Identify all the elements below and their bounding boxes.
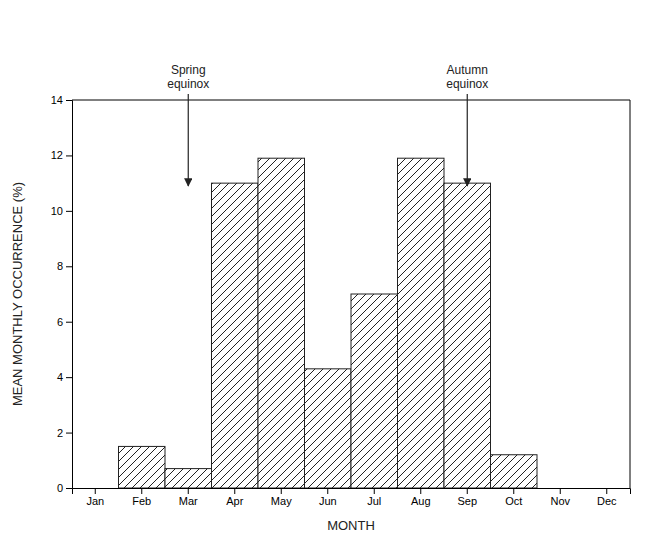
x-tick-mark — [420, 488, 421, 494]
x-tick-mark — [560, 488, 561, 494]
y-tick: 2 — [57, 427, 72, 439]
x-tick-mark — [467, 488, 468, 494]
y-tick-label: 0 — [57, 482, 63, 494]
bar — [351, 294, 398, 488]
x-tick-label: Feb — [132, 495, 151, 507]
annotation-line: equinox — [167, 77, 209, 91]
y-axis: 0 2 4 6 8 10 12 14 — [51, 94, 73, 494]
x-tick-mark — [374, 488, 375, 494]
y-tick: 12 — [51, 149, 72, 161]
y-tick-label: 8 — [57, 260, 63, 272]
annotation-line: Spring — [171, 63, 206, 77]
x-tick-mark — [281, 488, 282, 494]
x-tick-label: Nov — [550, 495, 570, 507]
annotation-line: equinox — [446, 77, 488, 91]
bar — [444, 183, 491, 488]
y-tick-mark — [66, 488, 72, 489]
y-tick-label: 4 — [57, 371, 63, 383]
bar — [398, 158, 445, 488]
x-axis: Jan Feb Mar Apr May Jun Jul Aug Sep Oct Nov Dec — [73, 488, 631, 507]
x-tick-label: Jan — [86, 495, 104, 507]
bar — [119, 446, 166, 488]
x-tick-label: Mar — [179, 495, 198, 507]
x-tick: Jan — [86, 488, 104, 507]
bars — [119, 158, 538, 488]
y-tick-mark — [66, 100, 72, 101]
y-tick: 8 — [57, 260, 72, 272]
x-tick-label: May — [271, 495, 292, 507]
annotation-arrow — [467, 94, 468, 186]
annotation-text: Autumnequinox — [446, 63, 488, 91]
x-tick: Feb — [132, 488, 151, 507]
y-axis-line — [66, 101, 73, 489]
y-tick: 14 — [51, 94, 72, 106]
y-tick-label: 2 — [57, 427, 63, 439]
x-tick: Jun — [319, 488, 337, 507]
x-tick: Sep — [457, 488, 477, 507]
bar — [258, 158, 305, 488]
y-tick: 4 — [57, 371, 72, 383]
y-tick-mark — [66, 433, 72, 434]
bar — [72, 488, 119, 489]
y-tick-label: 6 — [57, 316, 63, 328]
y-axis-title: MEAN MONTHLY OCCURRENCE (%) — [10, 182, 25, 406]
x-tick-mark — [95, 488, 96, 494]
x-tick-mark — [234, 488, 235, 494]
bar — [305, 369, 352, 488]
x-axis-title: MONTH — [327, 518, 375, 533]
frame-right — [630, 100, 631, 488]
y-tick: 0 — [57, 482, 72, 494]
annotations: SpringequinoxAutumnequinox — [167, 63, 488, 186]
y-tick-mark — [66, 377, 72, 378]
y-tick-mark — [66, 322, 72, 323]
x-tick-mark — [188, 488, 189, 494]
bar — [584, 488, 631, 489]
x-tick-label: Oct — [505, 495, 522, 507]
y-tick-mark — [66, 211, 72, 212]
y-tick-mark — [66, 155, 72, 156]
x-axis-line — [73, 489, 631, 495]
x-tick-label: Apr — [226, 495, 243, 507]
x-tick-mark — [606, 488, 607, 494]
annotation-text: Springequinox — [167, 63, 209, 91]
x-tick: Apr — [226, 488, 243, 507]
x-tick: Jul — [367, 488, 381, 507]
x-tick: Aug — [411, 488, 431, 507]
y-tick-label: 10 — [51, 205, 63, 217]
x-tick: Nov — [550, 488, 570, 507]
plot: Jan Feb Mar Apr May Jun Jul Aug Sep Oct Nov Dec 0 2 4 6… — [10, 63, 631, 533]
frame-top — [72, 100, 630, 101]
x-tick-mark — [513, 488, 514, 494]
x-tick: Dec — [597, 488, 617, 507]
x-tick: Mar — [179, 488, 198, 507]
x-tick-mark — [327, 488, 328, 494]
y-tick-label: 12 — [51, 149, 63, 161]
x-tick-label: Dec — [597, 495, 617, 507]
y-tick: 6 — [57, 316, 72, 328]
x-tick-label: Jun — [319, 495, 337, 507]
x-tick: Oct — [505, 488, 522, 507]
x-tick-label: Sep — [457, 495, 477, 507]
x-tick-label: Aug — [411, 495, 431, 507]
y-tick: 10 — [51, 205, 72, 217]
bar — [212, 183, 259, 488]
bar — [537, 488, 584, 489]
bar — [491, 455, 538, 488]
chart: Jan Feb Mar Apr May Jun Jul Aug Sep Oct Nov Dec 0 2 4 6… — [0, 0, 654, 546]
x-tick-label: Jul — [367, 495, 381, 507]
annotation-line: Autumn — [447, 63, 488, 77]
x-tick: May — [271, 488, 292, 507]
y-tick-label: 14 — [51, 94, 63, 106]
y-tick-mark — [66, 266, 72, 267]
annotation-arrow — [188, 94, 189, 186]
bar — [165, 469, 212, 488]
x-tick-mark — [141, 488, 142, 494]
